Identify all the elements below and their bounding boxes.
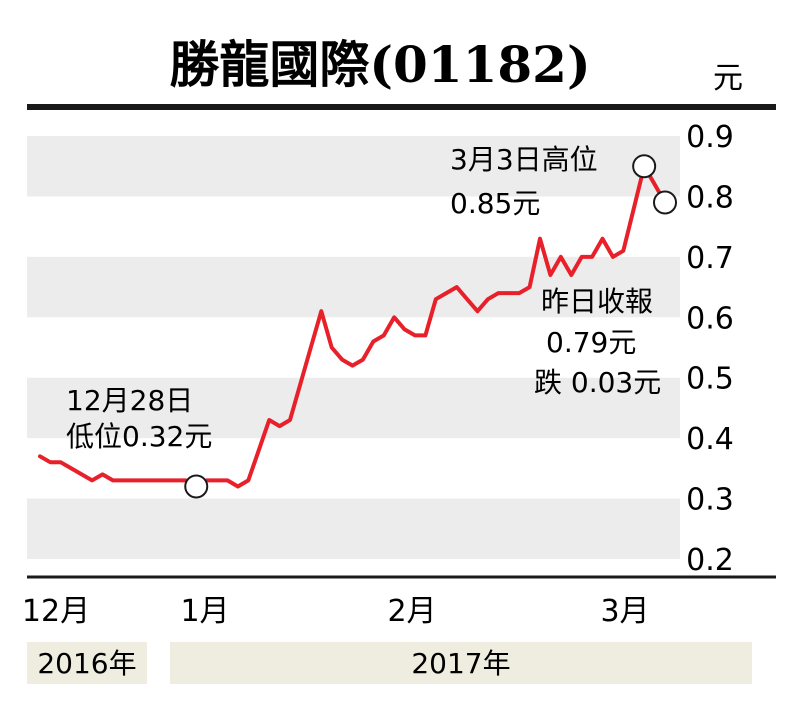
annotation-high-line-1: 3月3日高位 [450,143,598,176]
y-tick-labels: 0.9 0.8 0.7 0.6 0.5 0.4 0.3 0.2 [686,120,734,578]
marker-close [653,190,677,215]
x-tick-label: 3月 [600,594,649,629]
y-tick-label: 0.2 [686,543,734,578]
annotation-low: 12月28日 低位0.32元 [66,384,212,453]
annotation-close-line-1: 昨日收報 [541,285,653,318]
grid-band [27,136,680,197]
grid-band [27,498,680,559]
grid-band [27,256,680,318]
x-tick-labels: 12月 1月 2月 3月 [22,594,650,629]
annotation-close: 昨日收報 0.79元 跌 0.03元 [534,285,661,399]
x-tick-label: 1月 [180,594,229,629]
year-band [170,642,752,684]
y-tick-label: 0.8 [686,180,734,215]
annotation-close-line-2: 0.79元 [546,326,636,359]
grid-band [27,377,680,439]
year-labels: 2016年 2017年 [27,642,752,684]
marker-low [184,474,209,499]
year-label: 2016年 [37,647,136,680]
annotation-markers [184,154,677,499]
y-tick-label: 0.9 [686,120,734,155]
x-tick-label: 12月 [22,594,90,629]
x-tick-label: 2月 [387,594,436,629]
y-tick-label: 0.7 [686,241,734,276]
annotation-close-line-3: 跌 0.03元 [534,366,661,399]
background-bands [27,136,680,559]
annotation-high: 3月3日高位 0.85元 [450,143,598,220]
year-band [27,642,147,684]
y-tick-label: 0.3 [686,483,734,518]
chart-title: 勝龍國際(01182) [169,35,590,94]
unit-label: 元 [713,61,743,96]
annotation-low-line-1: 12月28日 [66,384,193,417]
y-tick-label: 0.5 [686,362,734,397]
y-tick-label: 0.6 [686,301,734,336]
marker-high [632,154,657,179]
price-series-line [38,164,667,489]
annotation-high-line-2: 0.85元 [450,187,540,220]
annotation-low-line-2: 低位0.32元 [66,420,212,453]
year-label: 2017年 [411,647,510,680]
y-tick-label: 0.4 [686,422,734,457]
